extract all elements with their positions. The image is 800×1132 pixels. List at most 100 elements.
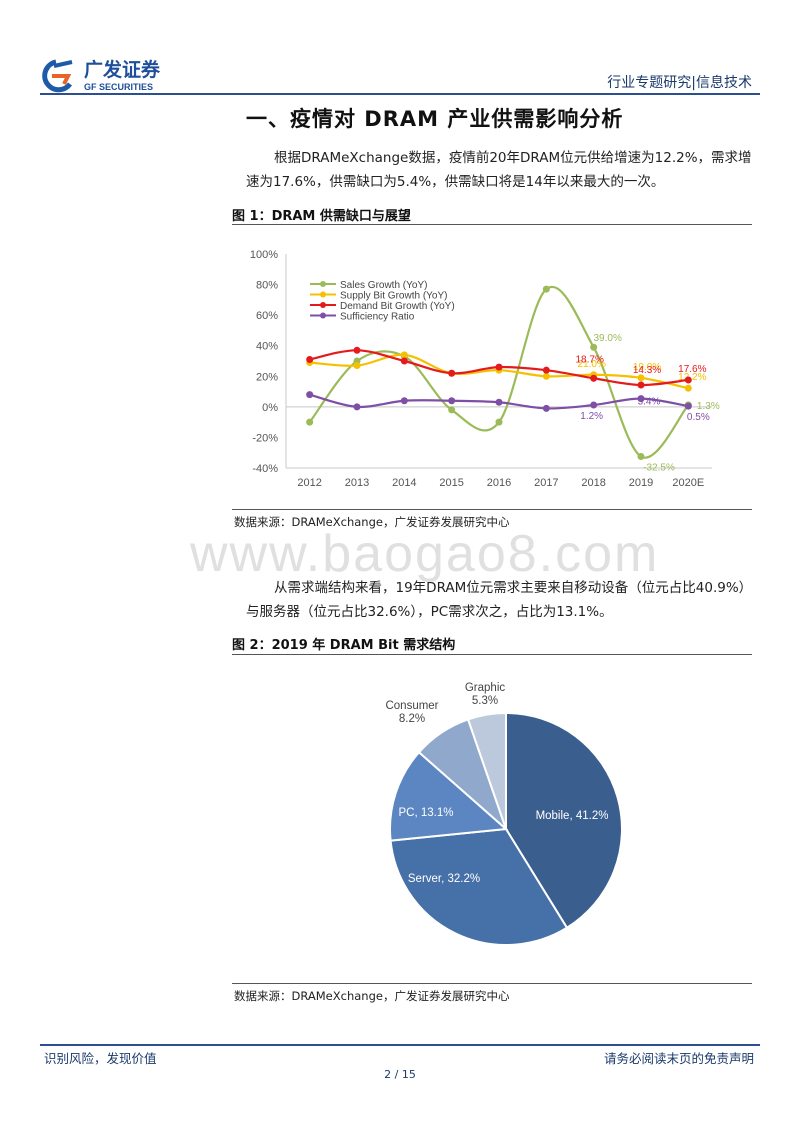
y-tick-label: 0% [262,402,278,414]
legend-marker [320,312,326,319]
data-point [542,285,550,293]
y-tick-label: 80% [256,280,278,292]
data-point [590,343,598,351]
data-point [542,404,550,412]
x-tick-label: 2014 [392,477,416,489]
data-point [353,362,361,370]
figure1-source: 数据来源：DRAMeXchange，广发证券发展研究中心 [234,515,510,529]
header-divider [40,93,760,95]
data-point [495,418,503,426]
figure2-bottom-rule [232,983,752,984]
data-label: 18.7% [575,354,603,365]
x-tick-label: 2020E [672,477,704,489]
data-label: 12.2% [678,372,706,383]
pie-slice [389,827,569,946]
data-label: 19.0% [633,362,661,373]
figure1-title: 图 1：DRAM 供需缺口与展望 [232,209,411,224]
data-point [400,397,408,405]
figure2-top-rule [232,654,752,655]
watermark: www.baogao8.com [190,525,660,583]
data-point [637,374,645,382]
x-tick-label: 2012 [297,477,321,489]
legend-entry: Sales Growth (YoY) [340,280,427,291]
section-title: 一、疫情对 DRAM 产业供需影响分析 [246,107,624,131]
paragraph-supply-demand: 根据DRAMeXchange数据，疫情前20年DRAM位元供给增速为12.2%，… [246,150,752,190]
data-point [353,346,361,354]
logo-text-en: GF SECURITIES [84,82,153,92]
line-chart: 100% 80% 60% 40% 20% 0% -20% -40% 2012 2013 2014 20… [250,249,720,489]
data-point [684,376,692,384]
footer-disclaimer-link[interactable]: 请务必阅读末页的免责声明 [603,1051,754,1066]
y-tick-label: 20% [256,371,278,383]
legend-entry: Demand Bit Growth (YoY) [340,301,455,312]
slice-label: Server, 32.2% [408,873,480,885]
data-label: 1.3% [697,401,720,412]
legend-marker [320,302,326,308]
company-logo: 广发证券 GF SECURITIES [42,58,161,93]
legend-entry: Supply Bit Growth (YoY) [340,291,447,302]
data-point [448,369,456,377]
page-number: 2 / 15 [384,1068,416,1081]
slice-label: 8.2% [399,713,425,725]
y-tick-label: -20% [252,432,278,444]
logo-mark-icon [42,59,73,93]
y-tick-label: -40% [252,463,278,475]
data-point [590,401,598,409]
slice-label: 5.3% [472,695,498,707]
data-point [542,372,550,380]
pie-slice [389,750,509,842]
y-tick-label: 40% [256,341,278,353]
data-point [542,366,550,374]
x-tick-label: 2016 [487,477,511,489]
data-label: 39.0% [593,333,621,344]
data-point [400,357,408,365]
figure2-source: 数据来源：DRAMeXchange，广发证券发展研究中心 [234,989,510,1003]
x-tick-label: 2017 [534,477,558,489]
x-tick-label: 2019 [629,477,653,489]
data-point [306,418,314,426]
pie-chart: Mobile, 41.2% Server, 32.2% PC, 13.1% Consu… [385,682,623,946]
data-point [306,355,314,363]
data-point [637,395,645,403]
data-point [637,453,645,461]
data-point [448,406,456,414]
footer-slogan: 识别风险，发现价值 [44,1051,157,1066]
data-point [684,384,692,392]
data-label: 0.5% [687,412,710,423]
data-label: 1.2% [580,411,603,422]
data-point [400,351,408,359]
data-label: 14.3% [633,365,661,376]
footer-divider [40,1044,760,1046]
data-point [637,381,645,389]
paragraph-demand-structure: 从需求端结构来看，19年DRAM位元需求主要来自移动设备（位元占比40.9%）与… [246,580,753,620]
legend-marker [320,291,326,298]
legend-marker [320,281,326,287]
data-point [684,402,692,410]
pie-slice [466,711,507,830]
y-tick-label: 60% [256,310,278,322]
data-point [448,397,456,405]
data-label: 5.4% [638,397,661,408]
data-label: 21.0% [577,359,605,370]
x-tick-label: 2013 [345,477,369,489]
series-line [308,285,690,459]
slice-label: Graphic [465,682,506,694]
data-label: 17.6% [678,364,706,375]
slice-label: Consumer [385,700,438,712]
pie-slice [505,711,623,930]
y-tick-label: 100% [250,249,278,261]
report-category: 行业专题研究|信息技术 [607,75,752,91]
figure2-title: 图 2：2019 年 DRAM Bit 需求结构 [232,638,456,653]
data-point [306,391,314,399]
data-point [353,403,361,411]
data-point [590,374,598,382]
data-point [495,398,503,406]
slice-label: Mobile, 41.2% [536,810,609,822]
figure1-top-rule [232,224,752,225]
slice-label: PC, 13.1% [399,807,454,819]
data-label: -32.5% [643,463,675,474]
legend-entry: Sufficiency Ratio [340,312,415,323]
logo-text-cn: 广发证券 [84,58,161,81]
data-point [495,363,503,371]
x-tick-label: 2015 [439,477,463,489]
